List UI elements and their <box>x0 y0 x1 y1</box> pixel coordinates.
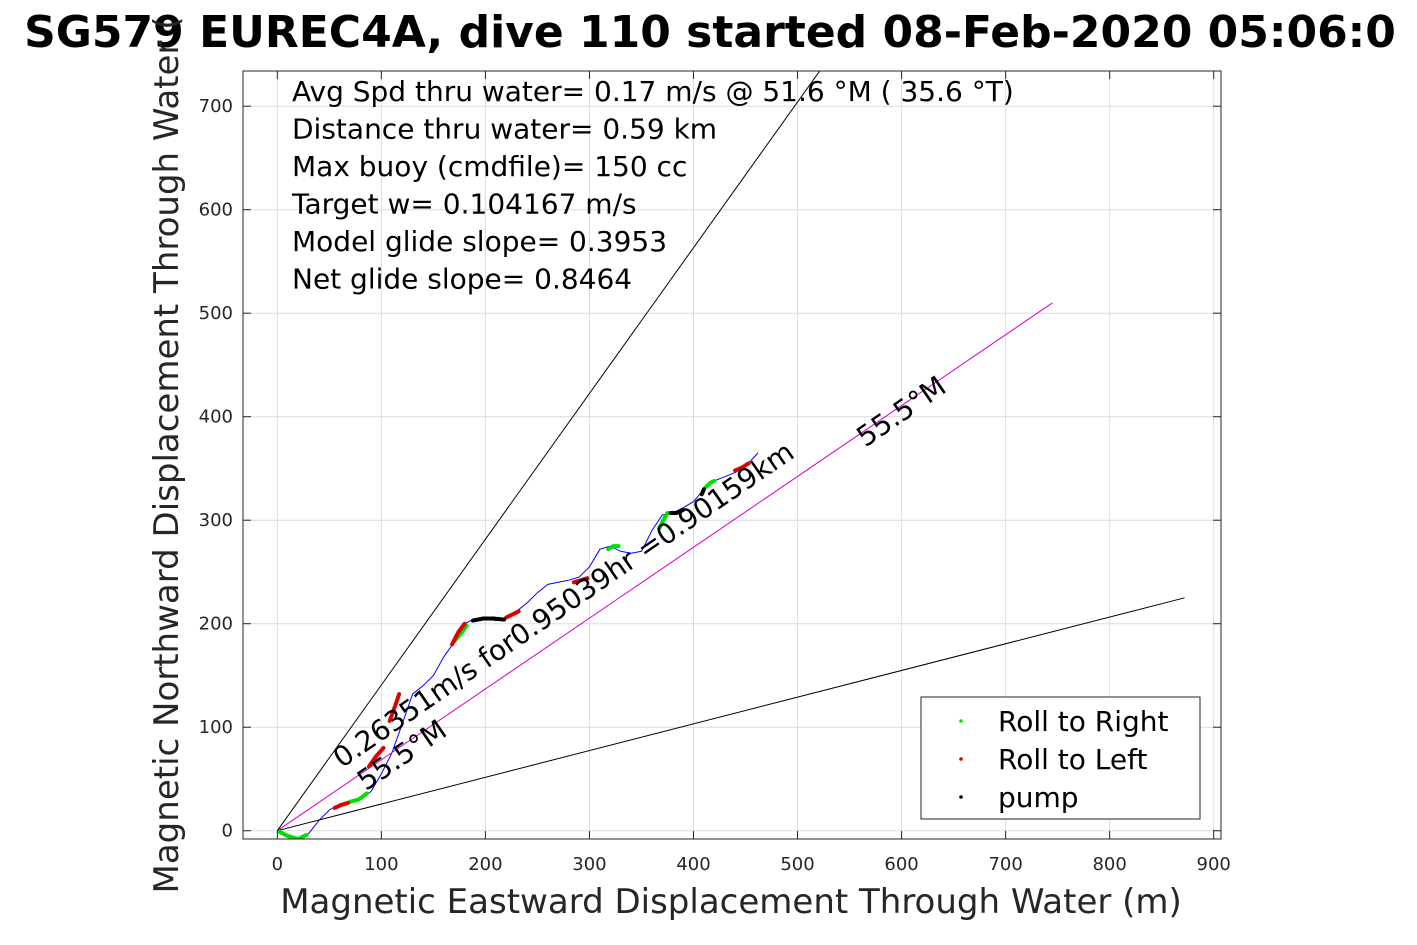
info-line: Max buoy (cmdfile)= 150 cc <box>292 150 687 183</box>
y-tick-label: 700 <box>199 96 233 117</box>
x-tick-label: 600 <box>884 854 918 875</box>
info-line: Model glide slope= 0.3953 <box>292 225 667 258</box>
y-tick-label: 300 <box>199 510 233 531</box>
legend-marker <box>959 795 963 799</box>
info-line: Target w= 0.104167 m/s <box>291 188 637 221</box>
x-tick-label: 400 <box>676 854 710 875</box>
legend-box <box>920 696 1201 820</box>
series-segment <box>387 692 402 723</box>
series-segment <box>470 616 507 623</box>
info-line: Net glide slope= 0.8464 <box>292 263 632 296</box>
legend-marker <box>959 757 963 761</box>
series-segment <box>504 609 521 620</box>
series-line <box>277 597 1185 832</box>
series-segment <box>704 478 717 490</box>
grid-lines <box>243 71 1221 839</box>
x-tick-label: 100 <box>364 854 398 875</box>
y-tick-label: 500 <box>199 303 233 324</box>
info-line: Avg Spd thru water= 0.17 m/s @ 51.6 °M (… <box>292 75 1014 108</box>
x-tick-label: 0 <box>272 854 283 875</box>
chart-title: SG579 EUREC4A, dive 110 started 08-Feb-2… <box>24 7 1396 58</box>
x-axis-label: Magnetic Eastward Displacement Through W… <box>280 882 1182 922</box>
legend-label: Roll to Right <box>998 705 1169 738</box>
series-segment <box>366 745 386 769</box>
x-tick-label: 500 <box>780 854 814 875</box>
plot-frame <box>242 70 1222 840</box>
series-segment <box>733 461 751 473</box>
series-segment <box>668 507 686 515</box>
legend: Roll to Right Roll to Left pump <box>920 696 1201 820</box>
x-tick-label: 700 <box>988 854 1022 875</box>
x-tick-label: 200 <box>468 854 502 875</box>
info-text-block: Avg Spd thru water= 0.17 m/s @ 51.6 °M (… <box>291 75 1014 296</box>
y-tick-label: 600 <box>199 200 233 221</box>
y-axis-label: Magnetic Northward Displacement Through … <box>147 17 187 894</box>
x-tick-label: 800 <box>1092 854 1126 875</box>
series-segment <box>657 511 670 531</box>
series-segment <box>571 576 590 585</box>
series-segment <box>332 800 351 810</box>
series-segment <box>277 829 309 839</box>
x-tick-label: 300 <box>572 854 606 875</box>
series-segment <box>450 621 467 647</box>
y-tick-label: 100 <box>199 717 233 738</box>
series-segment <box>699 487 706 497</box>
series-segment <box>348 791 369 804</box>
x-tick-label: 900 <box>1197 854 1231 875</box>
y-tick-label: 200 <box>199 614 233 635</box>
legend-label: pump <box>998 781 1079 814</box>
legend-marker <box>959 719 963 723</box>
y-tick-label: 0 <box>222 821 233 842</box>
series-line <box>276 71 821 831</box>
series-line <box>277 302 1053 832</box>
info-line: Distance thru water= 0.59 km <box>292 113 717 146</box>
y-tick-label: 400 <box>199 407 233 428</box>
axis-ticks: 0 100 200 300 400 500 600 700 800 900 0 100 200 300 40… <box>199 71 1231 875</box>
series-segment <box>606 544 621 552</box>
legend-label: Roll to Left <box>998 743 1147 776</box>
series-layer <box>276 71 1185 839</box>
